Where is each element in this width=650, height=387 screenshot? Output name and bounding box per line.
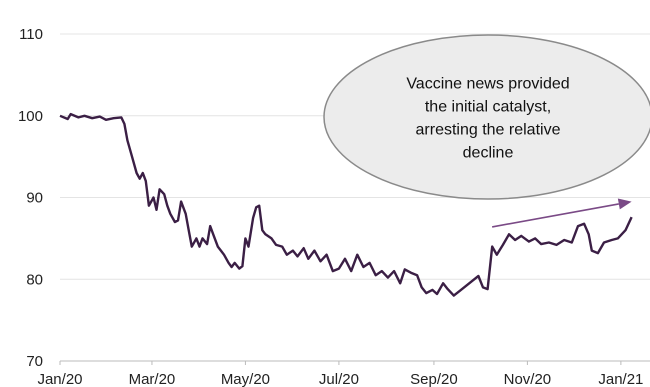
x-tick-label: Jul/20 — [319, 371, 359, 387]
x-tick-label: Jan/21 — [598, 371, 643, 387]
x-tick-label: Jan/20 — [37, 371, 82, 387]
x-tick-label: Sep/20 — [410, 371, 458, 387]
y-tick-label: 80 — [26, 271, 43, 288]
callout-text-line: the initial catalyst, — [425, 99, 551, 116]
trend-arrow — [492, 198, 632, 228]
y-axis-ticks: 70 80 90 100 110 — [18, 26, 43, 370]
callout-text: Vaccine news provided the initial catalys… — [406, 76, 569, 162]
callout-ellipse — [323, 34, 650, 200]
trend-arrow-shaft — [492, 203, 619, 228]
annotation-callout: Vaccine news provided the initial catalys… — [323, 34, 650, 200]
y-tick-label: 90 — [26, 190, 43, 207]
x-tick-label: Mar/20 — [129, 371, 176, 387]
y-tick-label: 110 — [19, 26, 43, 43]
y-tick-label: 70 — [26, 353, 43, 370]
callout-text-line: Vaccine news provided — [406, 76, 569, 93]
x-tick-label: Nov/20 — [504, 371, 552, 387]
x-tick-label: May/20 — [221, 371, 270, 387]
x-axis-ticks: Jan/20 Mar/20 May/20 Jul/20 Sep/20 Nov/20 Jan/… — [37, 361, 643, 387]
series-line — [59, 112, 633, 297]
y-tick-label: 100 — [18, 108, 43, 125]
trend-arrow-head — [617, 198, 632, 210]
callout-text-line: decline — [463, 145, 514, 162]
callout-text-line: arresting the relative — [416, 122, 561, 139]
